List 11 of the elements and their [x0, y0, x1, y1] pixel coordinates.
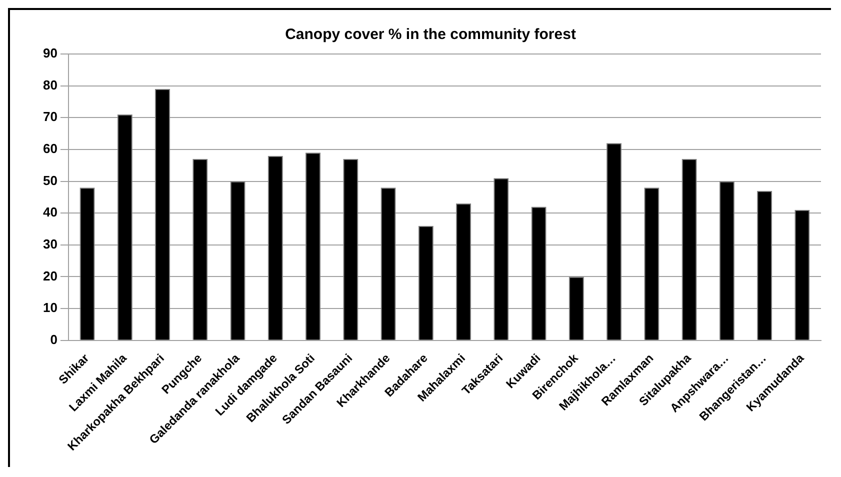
y-tick-label: 40 [42, 204, 58, 220]
y-tick-label: 70 [42, 109, 58, 124]
y-tick-label: 80 [42, 77, 58, 92]
y-tick-label: 50 [42, 172, 58, 188]
y-tick-label: 0 [50, 332, 58, 347]
y-tick-label: 30 [42, 236, 58, 252]
y-tick-label: 90 [42, 46, 58, 61]
y-tick-label: 10 [42, 300, 58, 316]
y-tick-label: 20 [42, 268, 58, 284]
y-tick-label: 60 [42, 141, 58, 156]
chart-title: Canopy cover % in the community forest [285, 26, 576, 44]
